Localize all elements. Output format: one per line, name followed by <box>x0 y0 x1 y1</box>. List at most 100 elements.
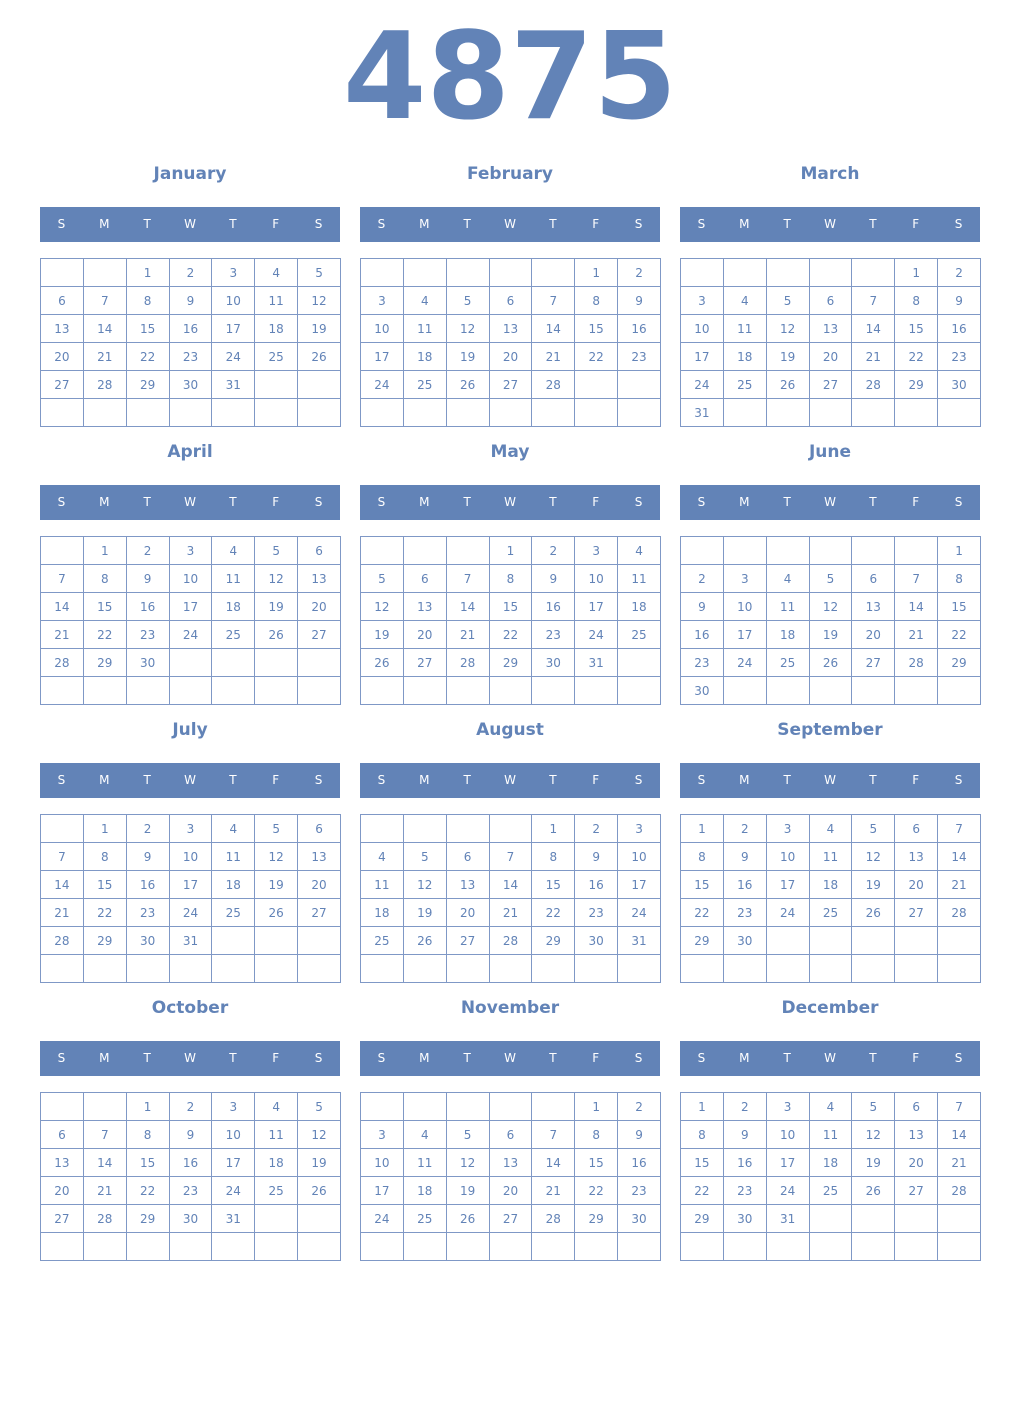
day-cell <box>168 676 213 705</box>
week-row <box>680 954 981 983</box>
day-cell: 18 <box>765 620 810 649</box>
day-cell <box>360 1232 404 1261</box>
day-cell: 14 <box>82 314 127 343</box>
day-cell <box>574 676 619 705</box>
day-cell: 13 <box>40 314 84 343</box>
weekday-label: M <box>739 1051 750 1065</box>
month-days-table: 1 2 3 4 5 6 7 8 9 10 11 12 13 14 15 16 17 18 19 20 21 22 23 24 2… <box>40 814 341 983</box>
day-cell: 12 <box>808 592 853 621</box>
weekday-label: T <box>143 1051 151 1065</box>
day-cell <box>851 258 896 287</box>
day-cell: 24 <box>617 898 661 927</box>
day-cell <box>937 1204 981 1233</box>
day-cell: 22 <box>680 898 724 927</box>
day-cell: 1 <box>82 536 127 565</box>
day-cell: 5 <box>254 814 299 843</box>
day-cell: 19 <box>254 870 299 899</box>
day-cell: 26 <box>297 342 341 371</box>
day-cell: 23 <box>574 898 619 927</box>
day-cell: 2 <box>574 814 619 843</box>
day-cell: 12 <box>765 314 810 343</box>
day-cell: 13 <box>488 314 533 343</box>
day-cell <box>808 926 853 955</box>
day-cell: 25 <box>765 648 810 677</box>
day-cell: 9 <box>937 286 981 315</box>
day-cell: 8 <box>531 842 576 871</box>
day-cell <box>254 954 299 983</box>
day-cell: 9 <box>617 286 661 315</box>
day-cell: 17 <box>211 1148 256 1177</box>
day-cell: 23 <box>617 1176 661 1205</box>
day-cell <box>851 1232 896 1261</box>
day-cell: 26 <box>360 648 404 677</box>
months-grid: January S M T W T F S 1 2 3 4 5 6 7 8 9 10 11 12 13 14 15 16 17 1… <box>40 160 981 1272</box>
day-cell: 28 <box>531 1204 576 1233</box>
day-cell: 13 <box>488 1148 533 1177</box>
day-cell <box>488 258 533 287</box>
day-cell <box>680 536 724 565</box>
weekday-label: S <box>314 495 323 509</box>
day-cell: 23 <box>937 342 981 371</box>
day-cell <box>488 398 533 427</box>
weekday-label: T <box>549 1051 557 1065</box>
day-cell <box>211 676 256 705</box>
day-cell: 24 <box>168 898 213 927</box>
week-row: 10 11 12 13 14 15 16 <box>360 314 661 343</box>
day-cell: 31 <box>168 926 213 955</box>
day-cell: 22 <box>531 898 576 927</box>
week-row: 1 <box>680 536 981 565</box>
week-row: 10 11 12 13 14 15 16 <box>680 314 981 343</box>
day-cell: 27 <box>40 370 84 399</box>
day-cell <box>765 258 810 287</box>
day-cell: 27 <box>851 648 896 677</box>
day-cell: 13 <box>851 592 896 621</box>
month-december: December S M T W T F S 1 2 3 4 5 6 7 8 9 10 11 12 13 14 15 16 17… <box>680 994 981 1272</box>
weekday-label: F <box>912 495 920 509</box>
week-row <box>360 676 661 705</box>
weekday-label: T <box>229 773 237 787</box>
day-cell <box>82 1092 127 1121</box>
day-cell <box>894 926 939 955</box>
day-cell: 25 <box>722 370 767 399</box>
day-cell <box>40 398 84 427</box>
day-cell: 27 <box>297 898 341 927</box>
day-cell: 24 <box>168 620 213 649</box>
week-row: 13 14 15 16 17 18 19 <box>40 1148 341 1177</box>
week-row: 19 20 21 22 23 24 25 <box>360 620 661 649</box>
day-cell: 12 <box>297 1120 341 1149</box>
day-cell <box>531 1092 576 1121</box>
day-cell: 16 <box>617 314 661 343</box>
day-cell: 30 <box>125 926 170 955</box>
day-cell: 2 <box>168 258 213 287</box>
day-cell: 16 <box>617 1148 661 1177</box>
day-cell: 9 <box>680 592 724 621</box>
day-cell: 5 <box>254 536 299 565</box>
day-cell: 5 <box>360 564 404 593</box>
day-cell: 9 <box>531 564 576 593</box>
day-cell: 11 <box>211 842 256 871</box>
weekday-label: S <box>314 1051 323 1065</box>
day-cell: 13 <box>894 842 939 871</box>
day-cell: 5 <box>765 286 810 315</box>
day-cell: 24 <box>722 648 767 677</box>
day-cell: 25 <box>211 898 256 927</box>
day-cell: 1 <box>680 1092 724 1121</box>
weekday-label: S <box>377 495 386 509</box>
weekday-label: S <box>314 773 323 787</box>
day-cell: 22 <box>125 1176 170 1205</box>
day-cell: 19 <box>360 620 404 649</box>
weekday-label: W <box>184 1051 196 1065</box>
day-cell: 25 <box>402 370 447 399</box>
day-cell: 7 <box>445 564 490 593</box>
day-cell: 15 <box>574 314 619 343</box>
day-cell: 27 <box>488 1204 533 1233</box>
day-cell: 15 <box>937 592 981 621</box>
day-cell: 3 <box>360 286 404 315</box>
day-cell: 31 <box>765 1204 810 1233</box>
day-cell: 19 <box>851 1148 896 1177</box>
day-cell: 31 <box>680 398 724 427</box>
day-cell: 19 <box>297 314 341 343</box>
month-days-table: 1 2 3 4 5 6 7 8 9 10 11 12 13 14 15 16 17 18 19 20 21 22 23 24 2… <box>680 814 981 983</box>
